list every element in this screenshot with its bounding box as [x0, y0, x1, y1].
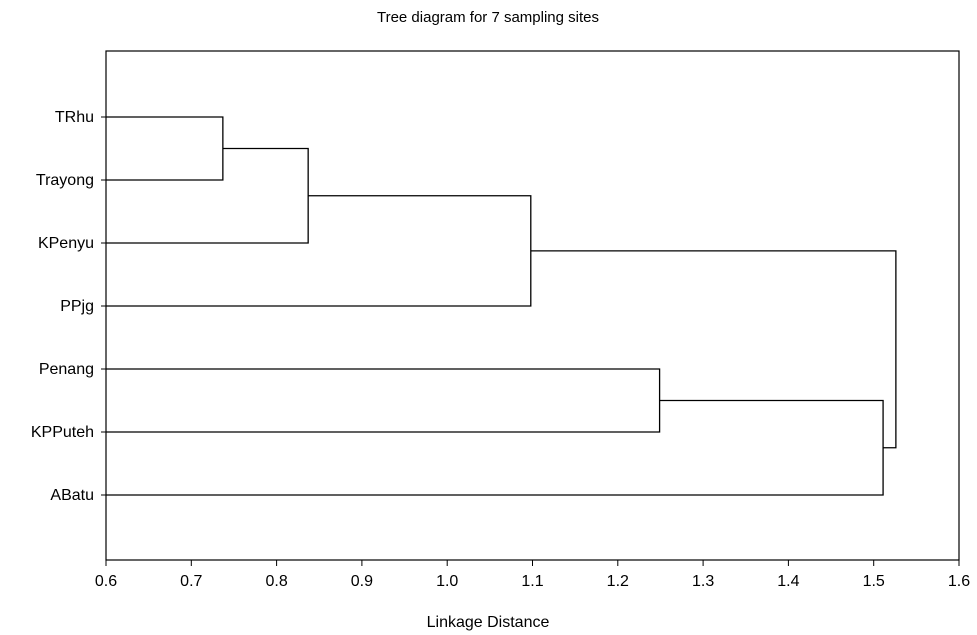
x-tick-label: 0.9 [351, 573, 373, 590]
x-tick-label: 1.3 [692, 573, 714, 590]
leaf-label: TRhu [55, 109, 94, 126]
dendrogram-branch [106, 195, 532, 307]
leaf-label: ABatu [50, 487, 94, 504]
leaf-label: PPjg [60, 298, 94, 315]
leaf-label: Trayong [36, 172, 94, 189]
dendrogram-branch [106, 399, 884, 496]
x-axis-label: Linkage Distance [427, 614, 550, 631]
leaf-label: KPPuteh [31, 424, 94, 441]
leaf-label: KPenyu [38, 235, 94, 252]
x-axis-ticks: 0.6 0.7 0.8 0.9 1.0 1.1 1.2 1.3 1.4 1.5 1.6 [95, 560, 970, 590]
x-tick-label: 1.4 [777, 573, 799, 590]
leaf-label: Penang [39, 361, 94, 378]
x-tick-label: 1.2 [607, 573, 629, 590]
x-tick-label: 1.1 [521, 573, 543, 590]
leaf-labels: TRhu Trayong KPenyu PPjg Penang KPPuteh ABatu [31, 109, 106, 504]
x-tick-label: 0.6 [95, 573, 117, 590]
x-tick-label: 0.8 [265, 573, 287, 590]
x-tick-label: 1.5 [863, 573, 885, 590]
x-tick-label: 1.0 [436, 573, 458, 590]
dendrogram-branch [106, 368, 661, 433]
dendrogram-branch [106, 147, 309, 244]
x-tick-label: 0.7 [180, 573, 202, 590]
chart-title: Tree diagram for 7 sampling sites [377, 9, 599, 26]
dendrogram-branches [106, 116, 897, 496]
dendrogram-branch [106, 116, 224, 181]
dendrogram-branch [530, 250, 897, 449]
x-tick-label: 1.6 [948, 573, 970, 590]
